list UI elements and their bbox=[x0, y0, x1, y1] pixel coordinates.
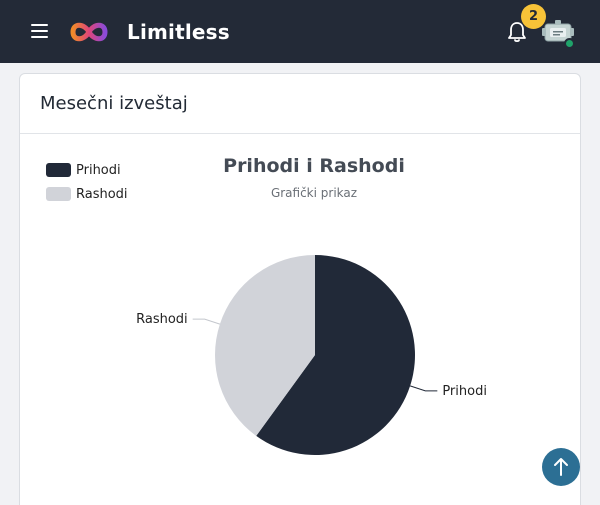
notification-badge[interactable]: 2 bbox=[521, 4, 546, 29]
app-title: Limitless bbox=[127, 20, 230, 44]
card-header: Mesečni izveštaj bbox=[20, 74, 580, 134]
app-logo[interactable] bbox=[68, 18, 110, 46]
legend-label: Rashodi bbox=[76, 186, 128, 202]
chart-subtitle: Grafički prikaz bbox=[270, 186, 358, 200]
user-avatar[interactable] bbox=[541, 17, 577, 49]
pie-label-prihodi: Prihodi bbox=[442, 384, 487, 399]
top-navbar: Limitless 2 bbox=[0, 0, 600, 63]
menu-icon[interactable] bbox=[31, 24, 49, 40]
pie-slice-rashodi[interactable] bbox=[215, 255, 315, 436]
legend-swatch bbox=[46, 187, 71, 201]
legend-label: Prihodi bbox=[76, 162, 121, 178]
pie-label-rashodi: Rashodi bbox=[136, 312, 188, 327]
card-title: Mesečni izveštaj bbox=[40, 93, 188, 114]
arrow-up-icon bbox=[554, 458, 568, 476]
pie-chart: Prihodi Rashodi bbox=[136, 255, 487, 455]
chart-title: Prihodi i Rashodi bbox=[223, 155, 405, 177]
online-status-dot bbox=[564, 38, 575, 49]
chart-legend: Prihodi Rashodi bbox=[46, 158, 128, 206]
pie-leader-line bbox=[409, 385, 438, 392]
legend-swatch bbox=[46, 163, 71, 177]
scroll-to-top-button[interactable] bbox=[542, 448, 580, 486]
pie-leader-line bbox=[192, 318, 221, 325]
legend-item-rashodi[interactable]: Rashodi bbox=[46, 182, 128, 206]
bell-icon[interactable] bbox=[505, 20, 529, 44]
legend-item-prihodi[interactable]: Prihodi bbox=[46, 158, 128, 182]
pie-slice-prihodi[interactable] bbox=[256, 255, 416, 455]
report-card: Mesečni izveštaj Prihodi Rashodi Prihodi… bbox=[19, 73, 581, 505]
